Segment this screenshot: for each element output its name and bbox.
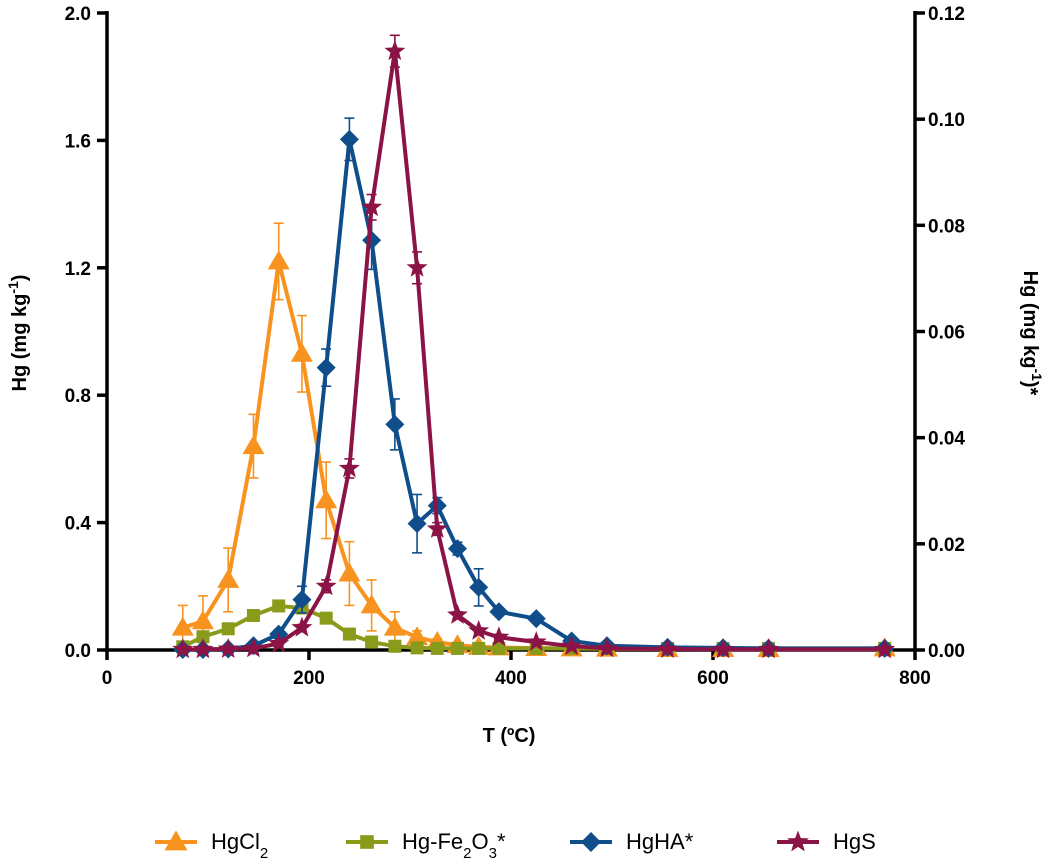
data-point <box>242 637 264 658</box>
series-line <box>182 259 885 652</box>
y-right-tick-label: 0.00 <box>928 641 965 662</box>
y-right-tick-label: 0.10 <box>928 110 965 131</box>
data-point <box>450 641 464 655</box>
x-tick-label: 0 <box>102 668 113 689</box>
data-point <box>267 250 290 270</box>
x-tick-label: 600 <box>697 668 729 689</box>
y-right-tick-label: 0.02 <box>928 535 965 556</box>
data-point <box>365 635 379 649</box>
data-point <box>468 619 490 640</box>
data-point <box>526 609 546 629</box>
data-point <box>221 622 235 636</box>
y-axis-right-title: Hg (mg kg-1)* <box>1019 271 1045 396</box>
series-hgcl2 <box>171 222 896 657</box>
y-right-tick-label: 0.12 <box>928 4 965 25</box>
data-point <box>488 626 510 647</box>
y-left-tick-label: 1.2 <box>65 259 91 280</box>
legend-marker <box>360 835 374 849</box>
y-left-tick-label: 1.6 <box>65 131 91 152</box>
x-axis-title: T (ºC) <box>483 725 536 747</box>
data-point <box>469 577 489 597</box>
data-point <box>407 514 427 534</box>
data-point <box>268 632 290 653</box>
y-right-tick-label: 0.04 <box>928 429 965 450</box>
legend-item: HgHA* <box>570 829 694 854</box>
data-point <box>196 630 210 644</box>
y-left-tick-label: 2.0 <box>65 4 91 25</box>
data-point <box>272 599 286 613</box>
data-point <box>315 575 337 596</box>
data-point <box>290 342 313 362</box>
y-right-tick-label: 0.06 <box>928 323 965 344</box>
y-left-tick-label: 0.8 <box>65 386 91 407</box>
legend: HgCl2 Hg-Fe2O3* HgHA* HgS <box>155 829 876 862</box>
series-line <box>182 137 885 652</box>
data-point <box>874 638 896 659</box>
data-point <box>316 358 336 378</box>
legend-item: HgS <box>777 829 876 854</box>
data-point <box>489 602 509 622</box>
data-point <box>406 256 428 277</box>
plot-series <box>171 34 896 659</box>
data-point <box>171 616 194 636</box>
y-left-tick-label: 0.4 <box>65 514 92 535</box>
series-line <box>182 49 885 652</box>
data-point <box>758 638 780 659</box>
y-axis-left-title: Hg (mg kg-1) <box>5 275 31 392</box>
data-point <box>447 603 468 624</box>
data-point <box>315 489 338 509</box>
legend-marker <box>787 830 809 852</box>
legend-label: HgS <box>833 829 876 854</box>
data-point <box>291 616 313 637</box>
legend-label: HgCl2 <box>211 829 268 862</box>
data-point <box>242 435 265 455</box>
x-tick-label: 200 <box>293 668 325 689</box>
data-point <box>525 631 547 651</box>
data-point <box>361 196 383 217</box>
y-left-tick-label: 0.0 <box>65 641 91 662</box>
series-hgha- <box>173 117 895 659</box>
data-point <box>492 641 506 655</box>
x-tick-label: 800 <box>899 668 931 689</box>
legend-label: Hg-Fe2O3* <box>402 829 506 862</box>
legend-marker <box>164 830 188 851</box>
data-point <box>339 129 359 149</box>
data-point <box>342 627 356 641</box>
y-right-tick-label: 0.08 <box>928 216 965 237</box>
x-tick-label: 400 <box>495 668 527 689</box>
data-point <box>292 590 312 610</box>
data-point <box>410 641 424 655</box>
data-point <box>385 414 405 434</box>
data-point <box>246 608 260 622</box>
data-point <box>430 641 444 655</box>
series-hgs <box>172 34 896 659</box>
legend-item: HgCl2 <box>155 829 268 862</box>
data-point <box>319 611 333 625</box>
data-point <box>338 457 360 478</box>
data-point <box>192 638 214 659</box>
data-point <box>383 616 406 636</box>
data-point <box>447 539 467 559</box>
legend-marker <box>581 832 601 852</box>
data-point <box>596 637 618 658</box>
data-point <box>712 638 734 659</box>
data-point <box>388 639 402 653</box>
legend-label: HgHA* <box>626 829 694 854</box>
data-point <box>657 638 679 658</box>
data-point <box>472 641 486 655</box>
data-point <box>338 562 361 582</box>
axes: 0 200 400 600 800 0.0 0.4 0.8 1.2 1.6 2.0 0.00 0.02 0… <box>65 4 966 689</box>
data-point <box>384 40 406 61</box>
data-point <box>172 638 194 659</box>
data-point <box>360 594 383 614</box>
data-point <box>217 568 240 588</box>
data-point <box>561 635 583 656</box>
data-point <box>362 230 382 250</box>
data-point <box>217 638 239 658</box>
data-point <box>191 610 214 630</box>
legend-item: Hg-Fe2O3* <box>346 829 506 862</box>
data-point <box>426 517 448 538</box>
data-point <box>406 626 429 646</box>
